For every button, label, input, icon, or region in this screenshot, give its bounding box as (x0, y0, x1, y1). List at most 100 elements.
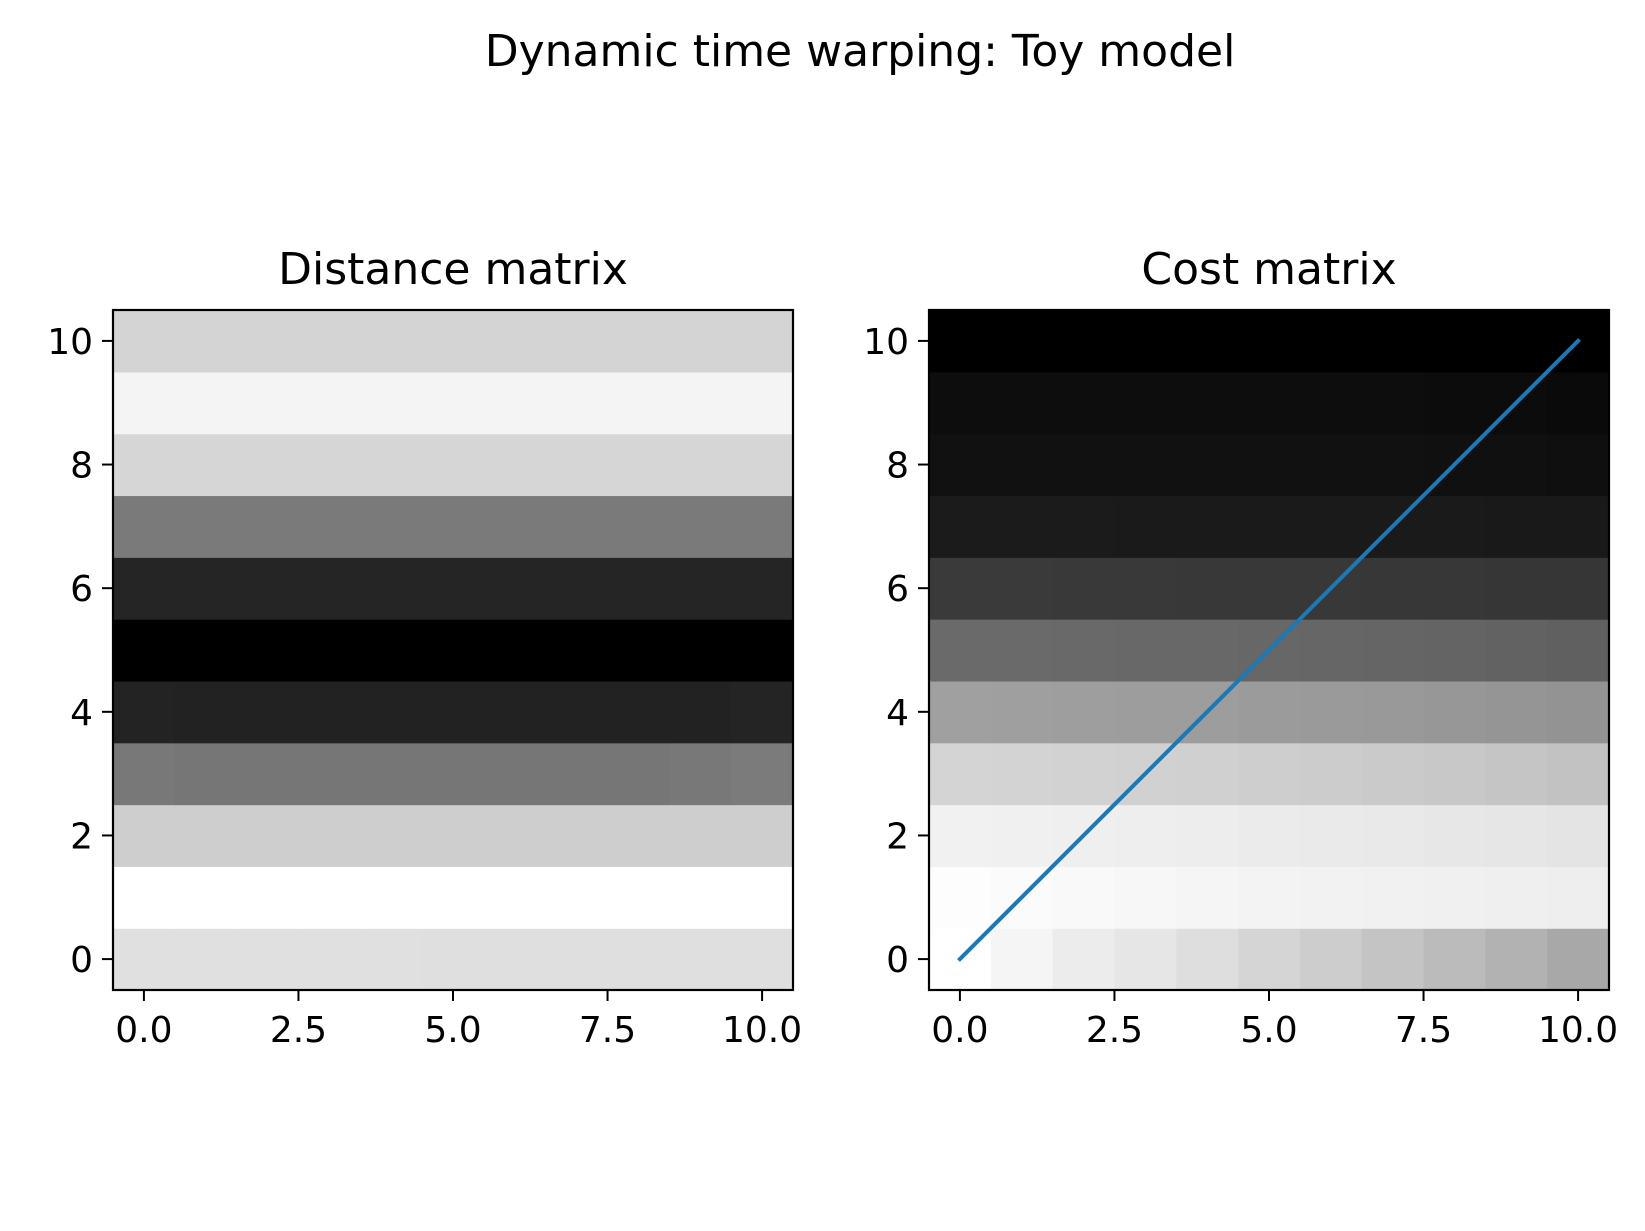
cost-cell (1238, 495, 1301, 558)
cost-y-tick-label: 6 (886, 569, 909, 610)
cost-cell (1238, 742, 1301, 806)
cost-cell (1547, 804, 1610, 867)
cost-cell (929, 804, 992, 867)
cost-cell (1361, 928, 1425, 991)
cost-cell (990, 310, 1054, 373)
cost-cell (1052, 866, 1116, 929)
cost-cell (1361, 310, 1425, 373)
cost-cell (1176, 310, 1239, 373)
cost-cell (1423, 310, 1486, 373)
cost-cell (1238, 310, 1301, 373)
figure-suptitle: Dynamic time warping: Toy model (485, 26, 1236, 77)
cost-cell (990, 928, 1054, 991)
cost-cell (1361, 433, 1425, 497)
cost-cell (1052, 310, 1116, 373)
distance-cell (174, 742, 238, 806)
distance-cell (236, 371, 300, 435)
distance-cell (545, 495, 609, 558)
distance-cell (731, 680, 794, 744)
distance-cell (669, 371, 732, 435)
distance-cell (607, 928, 670, 991)
distance-cell (360, 866, 423, 929)
cost-cell (1485, 495, 1548, 558)
distance-cell (483, 557, 547, 620)
cost-cell (990, 804, 1054, 867)
distance-cell (113, 495, 176, 558)
distance-y-tick-label: 0 (70, 940, 93, 981)
distance-cell (669, 557, 732, 620)
cost-cell (1485, 804, 1548, 867)
distance-cell (669, 866, 732, 929)
cost-cell (1423, 680, 1486, 744)
cost-cell (990, 433, 1054, 497)
cost-cell (1114, 433, 1177, 497)
distance-cell (360, 928, 423, 991)
distance-cell (731, 495, 794, 558)
distance-cell (422, 619, 485, 682)
cost-cell (1361, 371, 1425, 435)
distance-cell (669, 680, 732, 744)
distance-cell (731, 742, 794, 806)
distance-cell (422, 680, 485, 744)
cost-cell (1238, 804, 1301, 867)
distance-cell (360, 557, 423, 620)
distance-cell (298, 742, 361, 806)
cost-cell (1423, 495, 1486, 558)
distance-cell (113, 557, 176, 620)
distance-cell (669, 928, 732, 991)
distance-x-tick-label: 2.5 (270, 1010, 327, 1051)
distance-cell (545, 371, 609, 435)
distance-cell (298, 495, 361, 558)
cost-cell (1052, 371, 1116, 435)
distance-cell (174, 619, 238, 682)
cost-warping-path (957, 338, 1581, 962)
cost-cell (1114, 495, 1177, 558)
distance-cell (545, 433, 609, 497)
distance-cell (113, 371, 176, 435)
cost-cell (1114, 619, 1177, 682)
distance-cell (298, 804, 361, 867)
cost-cell (1547, 742, 1610, 806)
distance-cell (545, 680, 609, 744)
distance-cell (174, 928, 238, 991)
distance-cell (607, 804, 670, 867)
cost-cell (1361, 557, 1425, 620)
cost-cell (1423, 928, 1486, 991)
cost-cell (1485, 433, 1548, 497)
cost-cell (1299, 495, 1363, 558)
cost-cell (929, 495, 992, 558)
cost-cell (1176, 371, 1239, 435)
distance-cell (236, 866, 300, 929)
cost-y-tick-label: 8 (886, 446, 909, 487)
cost-cell (1114, 866, 1177, 929)
distance-y-tick-label: 10 (47, 322, 93, 363)
cost-cell (1485, 742, 1548, 806)
cost-x-tick-label: 7.5 (1395, 1010, 1452, 1051)
distance-cell (422, 928, 485, 991)
distance-cell (545, 742, 609, 806)
distance-cell (360, 310, 423, 373)
distance-cell (669, 495, 732, 558)
distance-cell (731, 557, 794, 620)
distance-cell (174, 804, 238, 867)
distance-cell (483, 433, 547, 497)
distance-cell (607, 557, 670, 620)
distance-y-tick-label: 4 (70, 693, 93, 734)
distance-cell (731, 371, 794, 435)
cost-cell (1238, 928, 1301, 991)
distance-cell (422, 557, 485, 620)
cost-cell (1114, 928, 1177, 991)
cost-cell (1052, 742, 1116, 806)
distance-cell (731, 866, 794, 929)
cost-x-tick-label: 0.0 (931, 1010, 988, 1051)
cost-cell (1114, 557, 1177, 620)
cost-cell (1114, 371, 1177, 435)
distance-cell (545, 557, 609, 620)
cost-cell (1176, 866, 1239, 929)
cost-cell (1547, 619, 1610, 682)
cost-cell (1299, 310, 1363, 373)
distance-cell (174, 310, 238, 373)
cost-y-tick-label: 2 (886, 816, 909, 857)
cost-cell (1299, 433, 1363, 497)
